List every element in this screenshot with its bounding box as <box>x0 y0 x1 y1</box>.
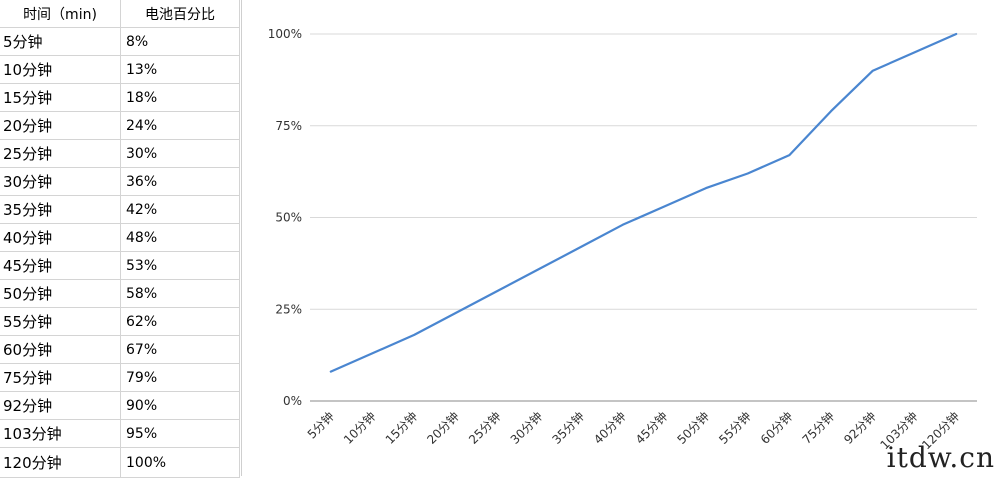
data-point <box>412 333 416 337</box>
cell-battery[interactable]: 48% <box>120 223 240 252</box>
table-row: 5分钟 8% <box>0 27 240 56</box>
y-tick-label: 25% <box>275 302 302 316</box>
cell-time[interactable]: 45分钟 <box>0 251 122 280</box>
data-point <box>329 370 333 374</box>
x-tick-label: 25分钟 <box>465 409 503 447</box>
data-point <box>954 32 958 36</box>
data-point <box>496 289 500 293</box>
x-tick-label: 20分钟 <box>424 409 462 447</box>
x-tick-label: 50分钟 <box>674 409 712 447</box>
data-point <box>371 351 375 355</box>
table-row: 50分钟 58% <box>0 279 240 308</box>
x-tick-label: 35分钟 <box>549 409 587 447</box>
header-time[interactable]: 时间（min) <box>0 0 122 28</box>
x-tick-label: 5分钟 <box>304 409 337 442</box>
x-tick-label: 40分钟 <box>590 409 628 447</box>
cell-battery[interactable]: 100% <box>120 447 240 478</box>
table-row: 30分钟 36% <box>0 167 240 196</box>
x-tick-label: 10分钟 <box>340 409 378 447</box>
cell-time[interactable]: 75分钟 <box>0 363 122 392</box>
cell-time[interactable]: 5分钟 <box>0 27 122 56</box>
cell-time[interactable]: 50分钟 <box>0 279 122 308</box>
line-chart: 0% 25% 50% 75% 100% 5分钟 10分钟 15分钟 20分钟 25分钟 30分钟 35… <box>268 27 977 452</box>
header-battery[interactable]: 电池百分比 <box>120 0 240 28</box>
cell-battery[interactable]: 79% <box>120 363 240 392</box>
series-line <box>329 32 958 373</box>
chart-container: 0% 25% 50% 75% 100% 5分钟 10分钟 15分钟 20分钟 25分钟 30分钟 35… <box>241 0 999 476</box>
table-row: 35分钟 42% <box>0 195 240 224</box>
table-row: 10分钟 13% <box>0 55 240 84</box>
x-tick-label: 75分钟 <box>799 409 837 447</box>
data-point <box>912 50 916 54</box>
table-row: 60分钟 67% <box>0 335 240 364</box>
cell-battery[interactable]: 42% <box>120 195 240 224</box>
table-row: 55分钟 62% <box>0 307 240 336</box>
table-row: 92分钟 90% <box>0 391 240 420</box>
table-row: 25分钟 30% <box>0 139 240 168</box>
cell-time[interactable]: 30分钟 <box>0 167 122 196</box>
data-table: 时间（min) 电池百分比 5分钟 8% 10分钟 13% 15分钟 18% 20分钟 24%… <box>0 0 240 478</box>
y-tick-label: 0% <box>283 394 302 408</box>
x-tick-label: 55分钟 <box>715 409 753 447</box>
x-tick-label: 30分钟 <box>507 409 545 447</box>
cell-time[interactable]: 55分钟 <box>0 307 122 336</box>
cell-time[interactable]: 10分钟 <box>0 55 122 84</box>
data-point <box>787 153 791 157</box>
cell-battery[interactable]: 95% <box>120 419 240 448</box>
data-point <box>662 204 666 208</box>
x-tick-label: 92分钟 <box>841 409 879 447</box>
x-tick-label: 15分钟 <box>382 409 420 447</box>
data-point <box>621 223 625 227</box>
table-row: 40分钟 48% <box>0 223 240 252</box>
cell-time[interactable]: 35分钟 <box>0 195 122 224</box>
cell-battery[interactable]: 90% <box>120 391 240 420</box>
cell-time[interactable]: 40分钟 <box>0 223 122 252</box>
cell-battery[interactable]: 53% <box>120 251 240 280</box>
cell-battery[interactable]: 8% <box>120 27 240 56</box>
watermark: itdw.cn <box>886 441 995 474</box>
cell-battery[interactable]: 30% <box>120 139 240 168</box>
table-row: 75分钟 79% <box>0 363 240 392</box>
data-point <box>537 267 541 271</box>
y-tick-label: 100% <box>268 27 302 41</box>
cell-time[interactable]: 92分钟 <box>0 391 122 420</box>
data-point <box>871 69 875 73</box>
table-row: 45分钟 53% <box>0 251 240 280</box>
data-point <box>829 109 833 113</box>
cell-battery[interactable]: 62% <box>120 307 240 336</box>
cell-time[interactable]: 20分钟 <box>0 111 122 140</box>
x-tick-label: 60分钟 <box>757 409 795 447</box>
table-row: 15分钟 18% <box>0 83 240 112</box>
cell-battery[interactable]: 36% <box>120 167 240 196</box>
cell-battery[interactable]: 18% <box>120 83 240 112</box>
data-point <box>704 186 708 190</box>
y-tick-label: 75% <box>275 119 302 133</box>
cell-battery[interactable]: 13% <box>120 55 240 84</box>
cell-battery[interactable]: 24% <box>120 111 240 140</box>
cell-time[interactable]: 15分钟 <box>0 83 122 112</box>
cell-time[interactable]: 120分钟 <box>0 447 122 478</box>
table-header-row: 时间（min) 电池百分比 <box>0 0 240 28</box>
table-row: 103分钟 95% <box>0 419 240 448</box>
data-point <box>746 171 750 175</box>
cell-time[interactable]: 60分钟 <box>0 335 122 364</box>
cell-time[interactable]: 25分钟 <box>0 139 122 168</box>
cell-battery[interactable]: 58% <box>120 279 240 308</box>
data-point <box>454 311 458 315</box>
data-point <box>579 245 583 249</box>
cell-battery[interactable]: 67% <box>120 335 240 364</box>
cell-time[interactable]: 103分钟 <box>0 419 122 448</box>
y-tick-label: 50% <box>275 211 302 225</box>
x-tick-label: 45分钟 <box>632 409 670 447</box>
table-row: 20分钟 24% <box>0 111 240 140</box>
table-row: 120分钟 100% <box>0 447 240 478</box>
